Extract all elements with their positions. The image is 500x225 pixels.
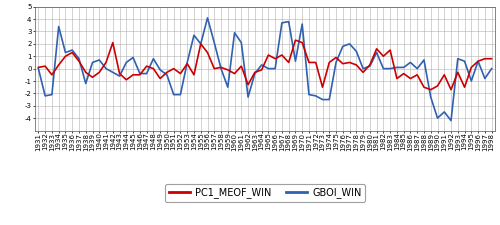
PC1_MEOF_WIN bbox=[36, 66, 42, 69]
GBOI_WIN bbox=[488, 67, 494, 70]
Line: PC1_MEOF_WIN: PC1_MEOF_WIN bbox=[38, 40, 492, 90]
PC1_MEOF_WIN bbox=[428, 88, 434, 91]
Line: GBOI_WIN: GBOI_WIN bbox=[38, 18, 492, 121]
GBOI_WIN bbox=[442, 111, 448, 113]
GBOI_WIN bbox=[455, 57, 461, 60]
PC1_MEOF_WIN bbox=[400, 72, 406, 75]
GBOI_WIN bbox=[462, 60, 468, 63]
GBOI_WIN bbox=[448, 119, 454, 122]
PC1_MEOF_WIN bbox=[455, 71, 461, 74]
PC1_MEOF_WIN bbox=[488, 57, 494, 60]
PC1_MEOF_WIN bbox=[346, 61, 352, 64]
PC1_MEOF_WIN bbox=[367, 63, 373, 66]
GBOI_WIN bbox=[400, 66, 406, 69]
PC1_MEOF_WIN bbox=[448, 88, 454, 91]
GBOI_WIN bbox=[204, 16, 210, 19]
GBOI_WIN bbox=[367, 65, 373, 68]
PC1_MEOF_WIN bbox=[292, 39, 298, 41]
GBOI_WIN bbox=[346, 43, 352, 45]
Legend: PC1_MEOF_WIN, GBOI_WIN: PC1_MEOF_WIN, GBOI_WIN bbox=[164, 184, 366, 202]
PC1_MEOF_WIN bbox=[462, 86, 468, 88]
GBOI_WIN bbox=[36, 67, 42, 70]
